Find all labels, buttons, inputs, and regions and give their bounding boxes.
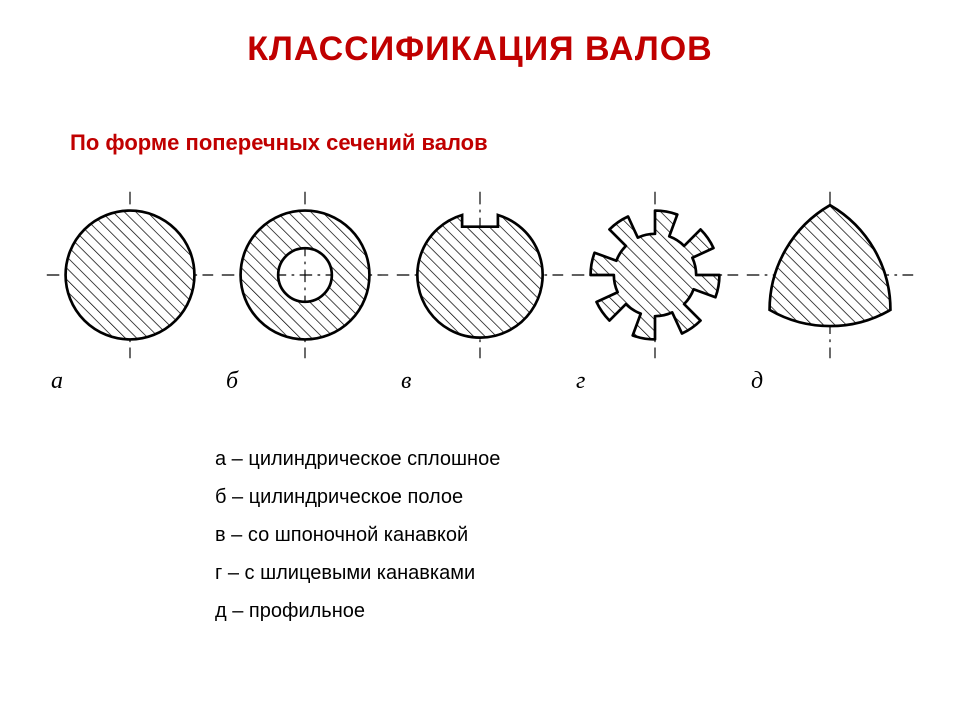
figure-label-d: д <box>751 368 763 395</box>
figure-b: б <box>220 190 390 395</box>
figure-label-v: в <box>401 368 411 395</box>
figure-label-a: а <box>51 368 63 395</box>
legend: а – цилиндрическое сплошноеб – цилиндрич… <box>215 440 500 630</box>
figure-row: а б в г д <box>45 190 915 395</box>
figure-g: г <box>570 190 740 395</box>
legend-item: г – с шлицевыми канавками <box>215 554 500 592</box>
legend-item: а – цилиндрическое сплошное <box>215 440 500 478</box>
legend-item: б – цилиндрическое полое <box>215 478 500 516</box>
page-title: КЛАССИФИКАЦИЯ ВАЛОВ <box>0 0 960 69</box>
subtitle: По форме поперечных сечений валов <box>70 130 488 156</box>
figure-d: д <box>745 190 915 395</box>
figure-v: в <box>395 190 565 395</box>
figure-a: а <box>45 190 215 395</box>
legend-item: в – со шпоночной канавкой <box>215 516 500 554</box>
legend-item: д – профильное <box>215 592 500 630</box>
figure-label-g: г <box>576 368 585 395</box>
figure-label-b: б <box>226 368 238 395</box>
